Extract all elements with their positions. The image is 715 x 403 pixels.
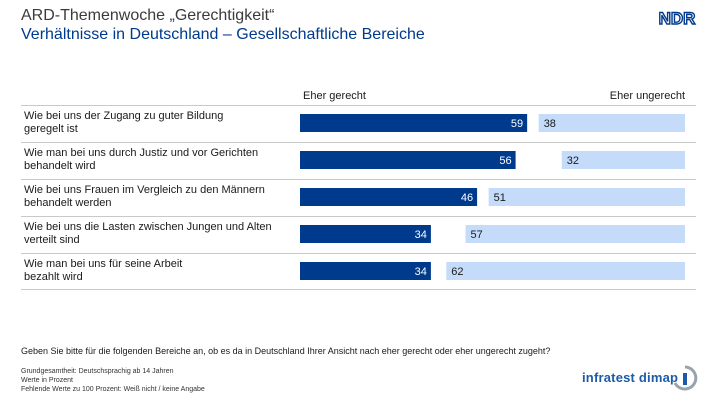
bar-eher-ungerecht — [465, 225, 685, 243]
row-divider — [21, 289, 696, 290]
category-label: Wie bei uns Frauen im Vergleich zu den M… — [24, 184, 265, 209]
value-label-eher-ungerecht: 51 — [494, 192, 506, 204]
bar-eher-gerecht — [300, 225, 431, 243]
legend-right-label: Eher ungerecht — [609, 90, 685, 102]
footnote-unit: Werte in Prozent — [21, 377, 74, 384]
bar-eher-gerecht — [300, 188, 478, 206]
legend-left-label: Eher gerecht — [303, 90, 366, 102]
value-label-eher-gerecht: 56 — [499, 155, 511, 167]
chart-row: Wie man bei uns für seine Arbeit bezahlt… — [21, 253, 696, 291]
bar-eher-ungerecht — [488, 188, 685, 206]
category-label: Wie man bei uns für seine Arbeit bezahlt… — [24, 258, 183, 283]
value-label-eher-gerecht: 34 — [415, 266, 427, 278]
value-label-eher-ungerecht: 32 — [567, 155, 579, 167]
value-label-eher-ungerecht: 57 — [471, 229, 483, 241]
value-label-eher-ungerecht: 62 — [451, 266, 463, 278]
category-label: Wie bei uns die Lasten zwischen Jungen u… — [24, 221, 272, 246]
footnote-base: Grundgesamtheit: Deutschsprachig ab 14 J… — [21, 368, 174, 375]
bar-eher-gerecht — [300, 262, 431, 280]
ndr-logo-text: NDR — [659, 9, 696, 28]
chart-row: Wie bei uns der Zugang zu guter Bildung … — [21, 105, 696, 143]
bar-eher-ungerecht — [561, 151, 685, 169]
footnote-missing: Fehlende Werte zu 100 Prozent: Weiß nich… — [21, 386, 205, 393]
category-label: Wie bei uns der Zugang zu guter Bildung … — [24, 110, 224, 135]
bar-eher-ungerecht — [538, 114, 685, 132]
value-label-eher-ungerecht: 38 — [544, 118, 556, 130]
bar-eher-ungerecht — [446, 262, 685, 280]
value-label-eher-gerecht: 34 — [415, 229, 427, 241]
chart-row: Wie bei uns die Lasten zwischen Jungen u… — [21, 216, 696, 254]
chart-row: Wie bei uns Frauen im Vergleich zu den M… — [21, 179, 696, 217]
value-label-eher-gerecht: 59 — [511, 118, 523, 130]
value-label-eher-gerecht: 46 — [461, 192, 473, 204]
category-label: Wie man bei uns durch Justiz und vor Ger… — [24, 147, 259, 172]
infratest-logo-icon — [673, 365, 698, 391]
bar-eher-gerecht — [300, 114, 528, 132]
survey-question: Geben Sie bitte für die folgenden Bereic… — [21, 346, 551, 356]
slide-subtitle: Verhältnisse in Deutschland – Gesellscha… — [21, 26, 425, 43]
bar-eher-gerecht — [300, 151, 516, 169]
slide-title: ARD-Themenwoche „Gerechtigkeit“ — [21, 7, 275, 24]
brand-name: infratest dimap — [582, 370, 679, 385]
ndr-logo: NDR — [656, 6, 698, 30]
chart-row: Wie man bei uns durch Justiz und vor Ger… — [21, 142, 696, 180]
